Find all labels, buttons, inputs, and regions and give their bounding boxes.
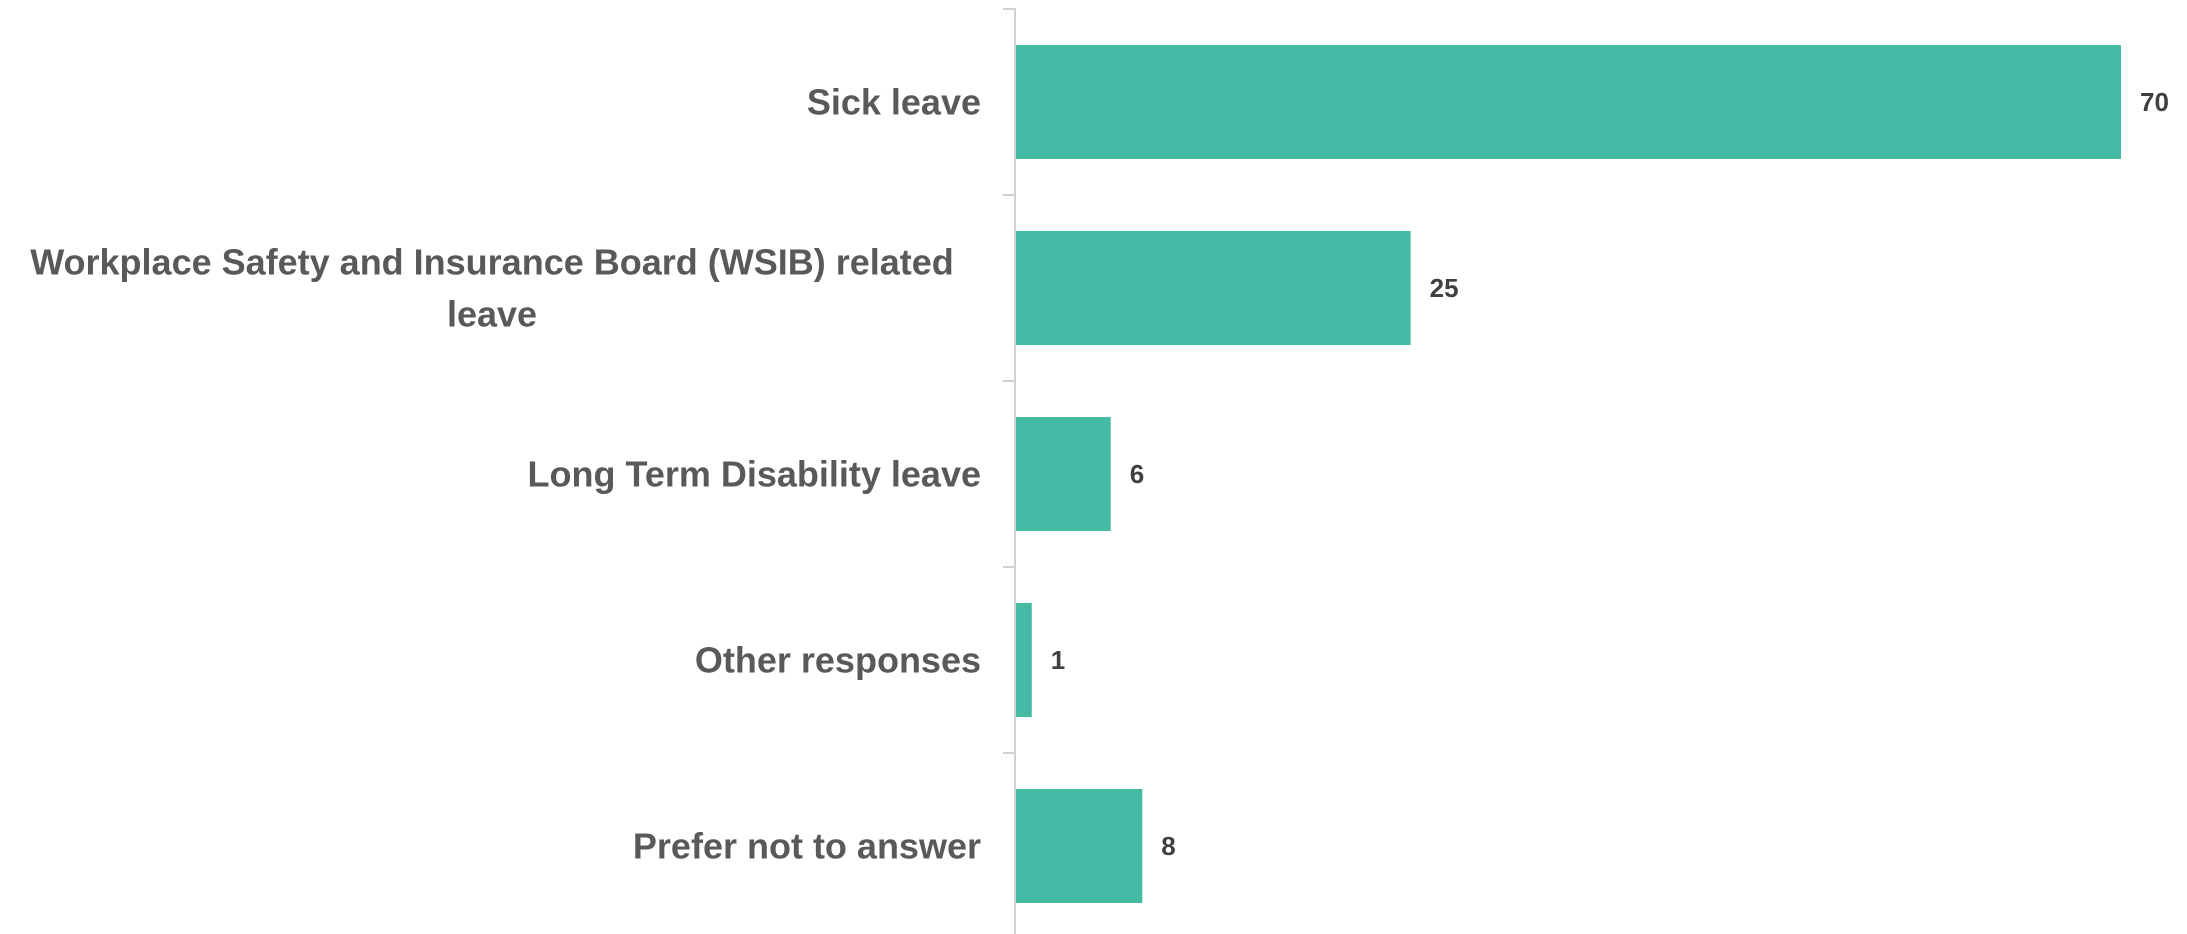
bar xyxy=(1016,231,1411,345)
bar xyxy=(1016,789,1143,903)
data-label: 1 xyxy=(1051,645,1065,675)
category-label: Long Term Disability leave xyxy=(528,454,981,495)
category-label: Sick leave xyxy=(807,82,981,123)
data-label: 25 xyxy=(1430,273,1459,303)
data-label: 8 xyxy=(1161,831,1175,861)
plot-area: 70 Sick leave 25 Workplace Safety and Insur… xyxy=(30,8,2169,934)
bar xyxy=(1016,417,1111,531)
data-label: 6 xyxy=(1130,459,1144,489)
category-label: Workplace Safety and Insurance Board (WS… xyxy=(30,242,954,335)
category-label: Prefer not to answer xyxy=(633,826,981,867)
data-label: 70 xyxy=(2140,87,2169,117)
bar xyxy=(1016,45,2121,159)
category-label-line: leave xyxy=(447,294,537,335)
category-label: Other responses xyxy=(695,640,981,681)
bar xyxy=(1016,603,1032,717)
category-label-line: Workplace Safety and Insurance Board (WS… xyxy=(30,242,954,283)
